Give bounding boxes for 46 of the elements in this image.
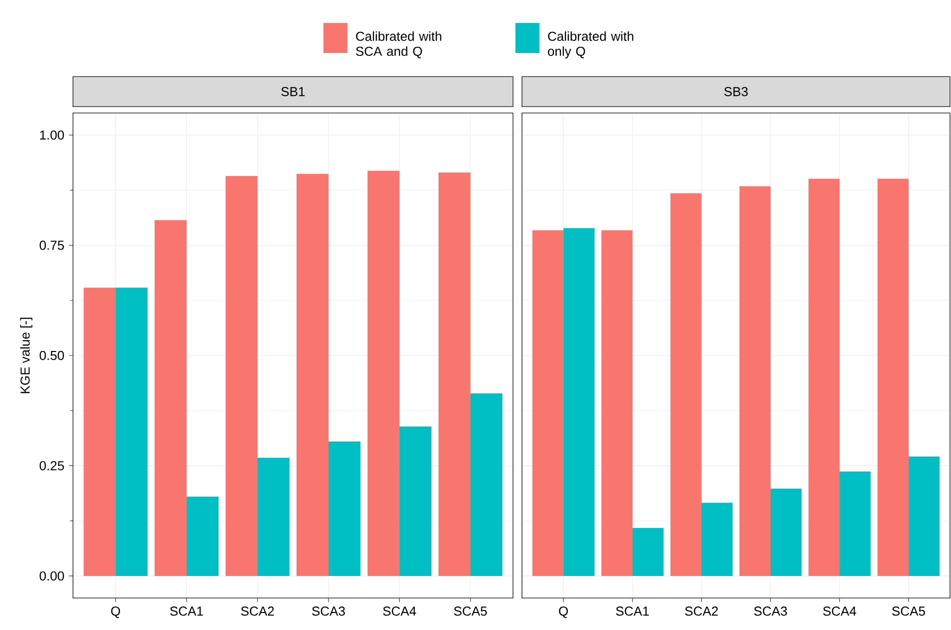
legend-label: Calibrated with SCA and Q — [356, 31, 442, 58]
y-tick-label: 1.00 — [40, 130, 64, 140]
bar — [601, 230, 632, 576]
bar — [670, 193, 702, 576]
bar — [438, 172, 470, 576]
x-tick-label: SCA2 — [685, 606, 718, 616]
x-tick-label: SCA5 — [454, 606, 487, 616]
bar — [878, 178, 909, 576]
x-tick-label: SCA4 — [383, 606, 416, 616]
chart-title: SB3 — [724, 86, 748, 96]
bar — [368, 170, 400, 576]
y-tick-label: 0.50 — [40, 350, 64, 360]
bar — [701, 502, 733, 576]
x-tick-label: SCA1 — [170, 606, 203, 616]
y-tick-label: 0.75 — [40, 240, 64, 250]
bar — [808, 178, 840, 576]
bar — [84, 288, 116, 576]
bar — [116, 288, 148, 576]
bar — [296, 174, 328, 576]
bar — [770, 488, 802, 576]
x-tick-label: SCA3 — [754, 606, 787, 616]
bar — [154, 220, 187, 576]
y-tick-label: 0.00 — [40, 571, 64, 581]
bar — [840, 471, 871, 576]
bar — [739, 186, 771, 576]
bar — [399, 426, 432, 576]
x-tick-label: SCA2 — [241, 606, 274, 616]
x-tick-label: SCA4 — [823, 606, 856, 616]
bar — [226, 176, 258, 576]
bar — [632, 528, 664, 576]
legend-label: Calibrated with only Q — [548, 31, 634, 58]
x-tick-label: SCA5 — [892, 606, 926, 616]
x-tick-label: SCA3 — [312, 606, 345, 616]
bar — [532, 230, 564, 576]
x-tick-label: Q — [111, 606, 120, 618]
bar — [186, 496, 218, 576]
bar — [908, 456, 940, 576]
bar — [258, 458, 290, 576]
chart-title: SB1 — [281, 86, 305, 96]
x-tick-label: Q — [558, 606, 568, 618]
x-tick-label: SCA1 — [616, 606, 649, 616]
bar — [470, 393, 502, 576]
y-tick-label: 0.25 — [40, 461, 64, 470]
y-axis-title: KGE value [-] — [20, 318, 32, 394]
bar — [328, 441, 360, 576]
bar — [563, 228, 594, 576]
